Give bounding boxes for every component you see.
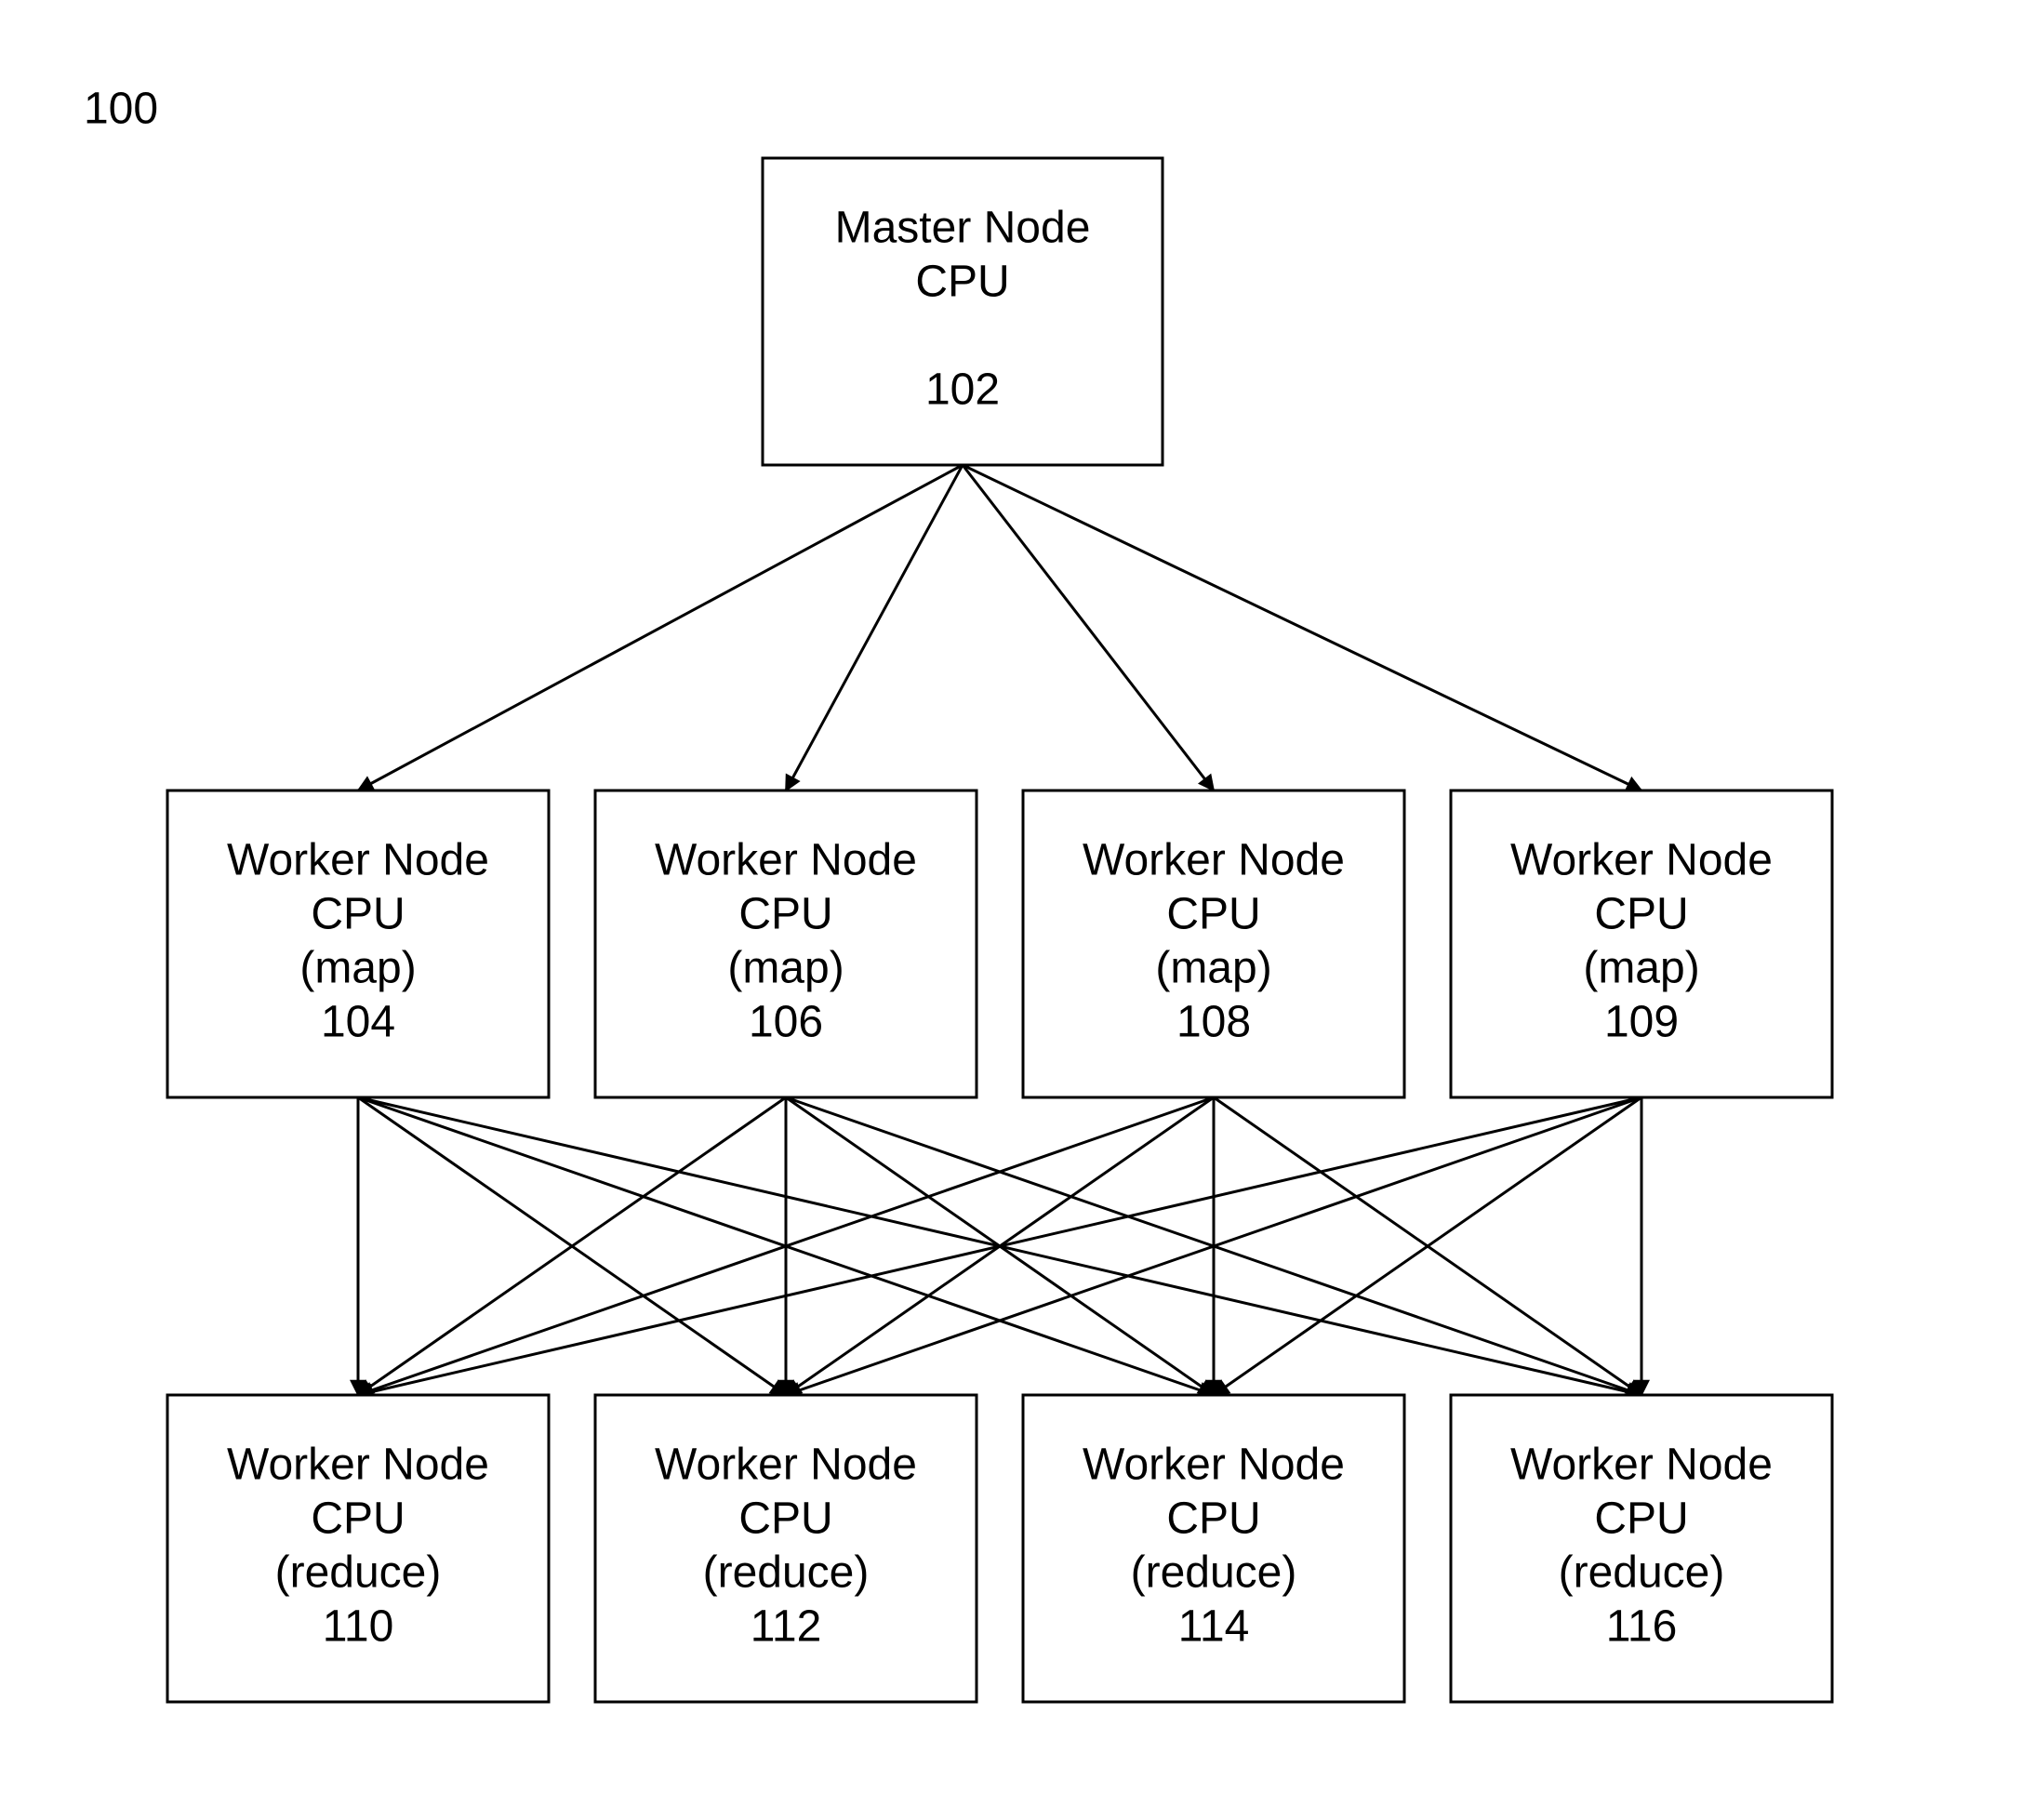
edge-master-map3	[963, 465, 1214, 790]
node-text-red4-line3: 116	[1606, 1602, 1678, 1652]
node-text-red4-line1: CPU	[1594, 1495, 1688, 1544]
node-text-red2-line0: Worker Node	[655, 1441, 917, 1490]
node-text-master-line3: 102	[925, 365, 1000, 415]
node-map3: Worker Node CPU (map) 108	[1023, 790, 1404, 1097]
node-text-red2-line3: 112	[751, 1602, 822, 1652]
node-text-red2-line1: CPU	[738, 1495, 832, 1544]
node-text-master-line0: Master Node	[835, 204, 1091, 253]
node-map4: Worker Node CPU (map) 109	[1451, 790, 1832, 1097]
node-text-map2-line3: 106	[749, 998, 823, 1047]
node-text-red1-line2: (reduce)	[275, 1548, 442, 1598]
node-text-red2-line2: (reduce)	[703, 1548, 870, 1598]
node-text-map2-line1: CPU	[738, 890, 832, 939]
nodes: 100 Master Node CPU 102 Worker Node CPU (map) 1…	[84, 85, 1832, 1702]
edge-master-map4	[963, 465, 1641, 790]
mapreduce-diagram: 100 Master Node CPU 102 Worker Node CPU (map) 1…	[0, 0, 2020, 1820]
node-text-map1-line2: (map)	[299, 944, 416, 993]
node-text-map4-line1: CPU	[1594, 890, 1688, 939]
node-text-map3-line0: Worker Node	[1083, 836, 1345, 885]
edge-master-map1	[358, 465, 963, 790]
node-text-map4-line0: Worker Node	[1510, 836, 1773, 885]
node-map1: Worker Node CPU (map) 104	[167, 790, 549, 1097]
node-text-map1-line1: CPU	[311, 890, 405, 939]
node-text-red3-line3: 114	[1178, 1602, 1250, 1652]
node-red1: Worker Node CPU(reduce)110	[167, 1395, 549, 1702]
node-text-red3-line1: CPU	[1166, 1495, 1260, 1544]
node-map2: Worker Node CPU (map) 106	[595, 790, 977, 1097]
node-text-map2-line0: Worker Node	[655, 836, 917, 885]
node-red4: Worker Node CPU(reduce)116	[1451, 1395, 1832, 1702]
node-text-red3-line0: Worker Node	[1083, 1441, 1345, 1490]
node-text-master-line1: CPU	[915, 258, 1009, 307]
node-text-map4-line2: (map)	[1583, 944, 1699, 993]
node-text-red1-line1: CPU	[311, 1495, 405, 1544]
node-text-map3-line3: 108	[1176, 998, 1251, 1047]
node-text-red4-line0: Worker Node	[1510, 1441, 1773, 1490]
edges	[358, 465, 1641, 1395]
node-text-map3-line2: (map)	[1155, 944, 1271, 993]
node-text-map3-line1: CPU	[1166, 890, 1260, 939]
node-text-map1-line0: Worker Node	[227, 836, 489, 885]
node-text-map4-line3: 109	[1604, 998, 1679, 1047]
node-text-map1-line3: 104	[321, 998, 395, 1047]
node-text-red3-line2: (reduce)	[1131, 1548, 1297, 1598]
node-master: Master Node CPU 102	[763, 158, 1163, 465]
node-text-red1-line3: 110	[323, 1602, 394, 1652]
node-text-red1-line0: Worker Node	[227, 1441, 489, 1490]
node-red3: Worker Node CPU(reduce)114	[1023, 1395, 1404, 1702]
node-text-map2-line2: (map)	[727, 944, 844, 993]
node-text-red4-line2: (reduce)	[1559, 1548, 1725, 1598]
figure-label: 100	[84, 85, 158, 134]
node-red2: Worker Node CPU(reduce)112	[595, 1395, 977, 1702]
